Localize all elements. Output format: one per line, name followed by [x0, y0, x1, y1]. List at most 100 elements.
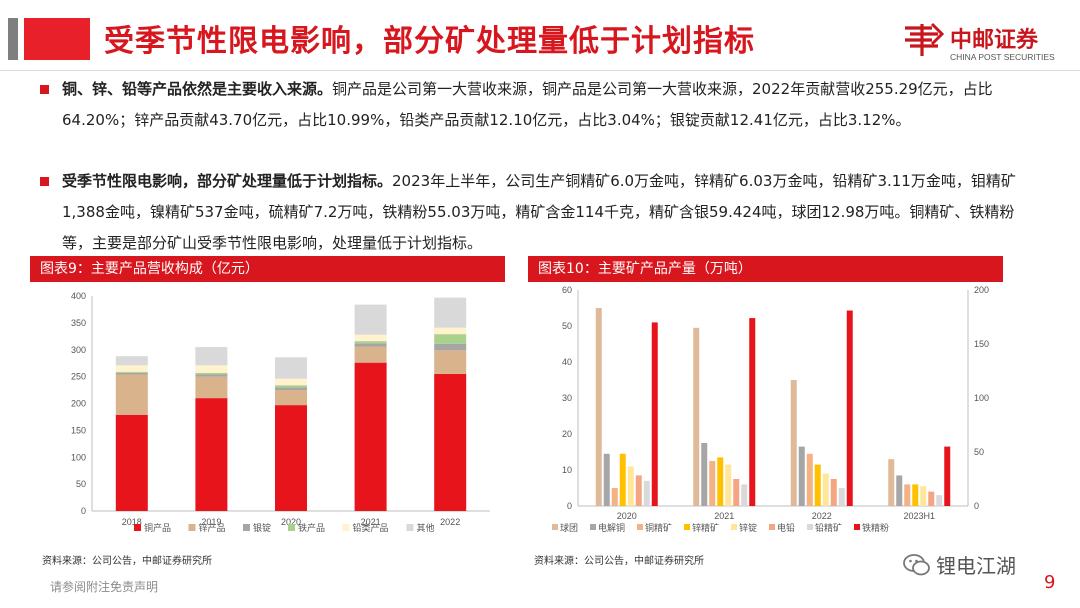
page-title: 受季节性限电影响，部分矿处理量低于计划指标	[104, 24, 755, 59]
wechat-icon	[903, 554, 930, 576]
x-tick-label: 2021	[714, 511, 734, 521]
chart-revenue-composition: 图表9：主要产品营收构成（亿元） 0 50 100 150 200 250 300 350 40…	[30, 256, 505, 556]
bar-segment	[434, 334, 467, 344]
legend-label: 铁精粉	[862, 522, 889, 534]
watermark: 锂电江湖	[902, 550, 1052, 580]
bar	[904, 484, 911, 506]
logo-text-cn: 中邮证券	[950, 28, 1039, 53]
bar-segment	[275, 378, 307, 386]
bar-segment	[195, 347, 228, 366]
bar	[806, 453, 813, 506]
bar	[733, 479, 740, 506]
legend-swatch	[188, 524, 196, 531]
paragraph-lead: 受季节性限电影响，部分矿处理量低于计划指标。	[62, 172, 393, 190]
bar	[790, 380, 797, 506]
header-divider	[0, 70, 1080, 71]
bullet-square-icon	[40, 85, 49, 94]
bar	[725, 464, 732, 506]
x-tick-label: 2021	[361, 517, 381, 527]
legend-label: 球团	[560, 522, 578, 534]
bar	[749, 318, 756, 506]
legend-label: 铜产品	[144, 522, 171, 534]
legend-swatch	[552, 524, 558, 530]
y-tick-label: 50	[562, 321, 572, 331]
title-bar: 受季节性限电影响，部分矿处理量低于计划指标 中邮证券 CHINA POST SE…	[0, 0, 1080, 72]
bar-segment	[354, 341, 387, 344]
bar-segment	[275, 357, 307, 379]
y2-tick-label: 50	[974, 447, 984, 457]
bar	[643, 480, 650, 506]
bar	[936, 495, 943, 506]
bar-segment	[434, 373, 467, 511]
bar	[830, 479, 837, 506]
bar	[912, 484, 919, 506]
y-tick-label: 40	[562, 357, 572, 367]
y-tick-label: 0	[567, 501, 572, 511]
paragraph-lead: 铜、锌、铅等产品依然是主要收入来源。	[62, 80, 333, 98]
bar	[619, 453, 626, 506]
y-tick-label: 150	[71, 425, 86, 435]
legend-label: 铅类产品	[353, 522, 389, 534]
bar	[741, 484, 748, 506]
x-tick-label: 2019	[201, 517, 221, 527]
bar	[693, 327, 700, 506]
legend-swatch	[342, 524, 350, 531]
bar	[888, 459, 895, 506]
bar	[701, 443, 708, 506]
x-tick-label: 2018	[122, 517, 142, 527]
legend-swatch	[684, 524, 690, 530]
bar	[651, 322, 658, 506]
legend-swatch	[288, 524, 295, 531]
bar-segment	[434, 327, 467, 335]
legend-label: 铜精矿	[645, 522, 672, 534]
y-tick-label: 0	[81, 506, 86, 516]
paragraph-revenue: 铜、锌、铅等产品依然是主要收入来源。铜产品是公司第一大营收来源，铜产品是公司第一…	[40, 74, 1022, 136]
chart-revenue-svg: 0 50 100 150 200 250 300 350 400 2018 2019 2020 2021…	[71, 291, 490, 534]
chart-title: 图表9：主要产品营收构成（亿元）	[30, 256, 505, 282]
watermark-text: 锂电江湖	[936, 554, 1016, 578]
legend-label: 电铅	[777, 522, 795, 534]
bar-segment	[115, 414, 148, 511]
bar-segment	[354, 304, 387, 335]
bar	[717, 457, 724, 506]
paragraph-production: 受季节性限电影响，部分矿处理量低于计划指标。2023年上半年，公司生产铜精矿6.…	[40, 166, 1022, 259]
x-tick-label: 2020	[617, 511, 637, 521]
x-tick-label: 2022	[812, 511, 832, 521]
china-post-logo: 中邮证券 CHINA POST SECURITIES	[902, 20, 1072, 66]
bar	[595, 308, 602, 506]
x-tick-label: 2022	[440, 517, 460, 527]
bar-segment	[354, 346, 387, 363]
y-tick-label: 200	[71, 399, 86, 409]
bar	[798, 446, 805, 506]
bar	[896, 475, 903, 506]
legend-label: 电解铜	[598, 522, 625, 534]
bar	[627, 466, 634, 506]
bar	[944, 446, 951, 506]
paragraph-body: 铜产品是公司第一大营收来源，铜产品是公司第一大营收来源，2022年贡献营收255…	[62, 80, 993, 129]
legend-swatch	[731, 524, 737, 530]
bar-segment	[115, 374, 148, 415]
y-tick-label: 50	[76, 479, 86, 489]
bar-segment	[275, 390, 307, 406]
x-tick-label: 2023H1	[903, 511, 935, 521]
disclaimer-link[interactable]: 请参阅附注免责声明	[50, 580, 159, 594]
legend-swatch	[854, 524, 860, 530]
y-tick-label: 20	[562, 429, 572, 439]
legend-swatch	[637, 524, 643, 530]
y-tick-label: 400	[71, 291, 86, 301]
legend-label: 锌精矿	[692, 522, 719, 534]
legend-label: 铁产品	[298, 522, 325, 534]
bar	[603, 453, 610, 506]
y2-tick-label: 100	[974, 393, 989, 403]
legend-label: 其他	[417, 522, 435, 534]
y2-tick-label: 200	[974, 285, 989, 295]
y-tick-label: 100	[71, 452, 86, 462]
y-tick-label: 10	[562, 465, 572, 475]
legend-swatch	[807, 524, 813, 530]
legend-label: 锌产品	[199, 522, 226, 534]
bar-segment	[195, 376, 228, 399]
bar	[814, 464, 821, 506]
bar	[822, 473, 829, 506]
x-tick-label: 2020	[281, 517, 301, 527]
bar-segment	[115, 371, 148, 373]
